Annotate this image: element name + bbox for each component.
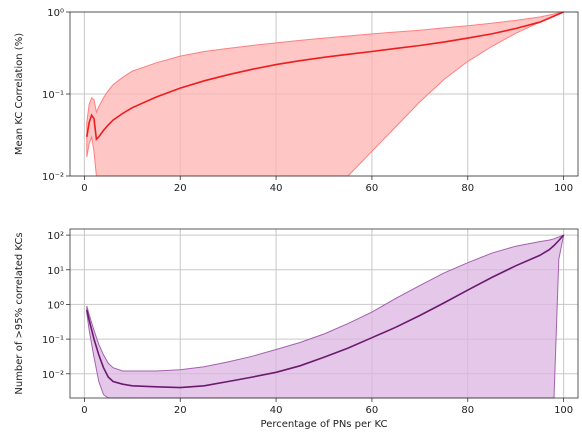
confidence-band <box>86 234 565 399</box>
x-tick-label: 40 <box>270 183 283 194</box>
top-panel: 0 20 40 60 80 100 10⁻² 10⁻¹ 10⁰ Mean KC Correlati… <box>14 8 579 194</box>
y-tick-label: 10⁻¹ <box>42 335 64 346</box>
y-tick-label: 10⁻² <box>42 370 64 381</box>
x-tick-label: 80 <box>461 405 474 416</box>
mean-series-line <box>86 234 565 389</box>
x-tick-label: 20 <box>174 405 187 416</box>
x-tick-label: 20 <box>174 183 187 194</box>
x-axis-label: Percentage of PNs per KC <box>261 419 388 430</box>
x-tick-label: 100 <box>554 405 573 416</box>
bottom-panel: 0 20 40 60 80 100 10⁻² 10⁻¹ 10⁰ 10¹ 10² Number of >… <box>14 228 579 430</box>
y-tick-label: 10⁰ <box>47 300 64 311</box>
mean-series-line <box>86 11 564 142</box>
x-tick-label: 0 <box>81 405 87 416</box>
x-tick-label: 0 <box>81 183 87 194</box>
y-tick-label: 10¹ <box>47 266 64 277</box>
y-tick-label: 10⁰ <box>47 8 64 19</box>
y-tick-label: 10² <box>47 231 64 242</box>
y-tick-label: 10⁻¹ <box>42 90 64 101</box>
x-tick-label: 60 <box>366 183 379 194</box>
x-tick-label: 60 <box>366 405 379 416</box>
x-tick-label: 80 <box>461 183 474 194</box>
y-tick-label: 10⁻² <box>42 172 64 183</box>
x-tick-label: 40 <box>270 405 283 416</box>
y-axis-label: Mean KC Correlation (%) <box>14 33 25 155</box>
plot-frame <box>69 228 579 399</box>
y-axis-label: Number of >95% correlated KCs <box>14 232 25 394</box>
x-tick-label: 100 <box>554 183 573 194</box>
